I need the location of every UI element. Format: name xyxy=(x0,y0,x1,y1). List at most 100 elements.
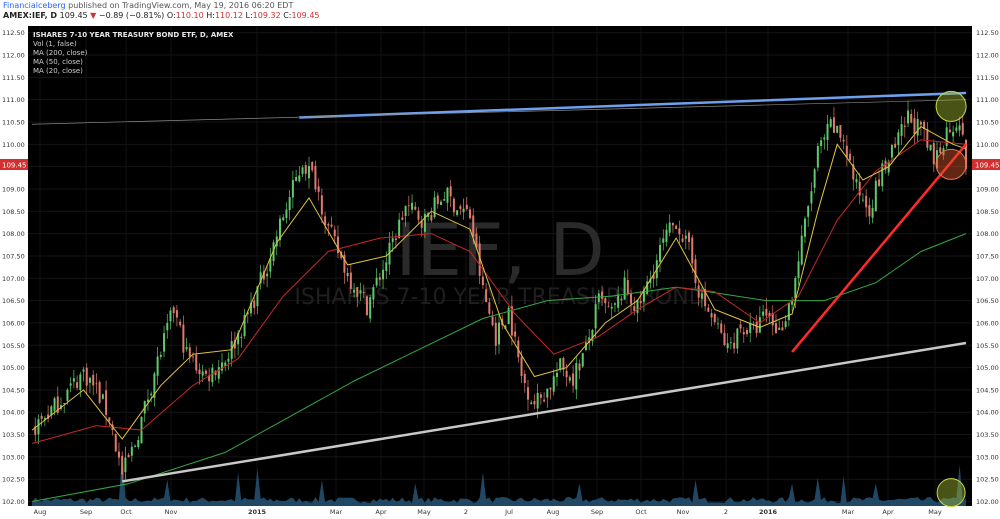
red-rising-trendline[interactable] xyxy=(791,143,967,353)
candle-body xyxy=(452,198,455,213)
candle-body xyxy=(243,314,246,337)
y-tick-label: 103.00 xyxy=(2,453,25,461)
legend-ma50[interactable]: MA (50, close) xyxy=(33,58,83,66)
candle-body xyxy=(952,131,955,137)
candle-body xyxy=(369,297,372,319)
candle-body xyxy=(736,328,739,349)
candle-body xyxy=(948,129,951,133)
y-tick-label: 102.00 xyxy=(2,498,25,506)
candle-body xyxy=(694,259,697,284)
time-axis[interactable]: Aug Sep Oct Nov 2015 Mar Apr May 2 Jul Aug Sep Oct No… xyxy=(34,508,942,516)
highlight-circle[interactable] xyxy=(935,148,967,180)
candle-body xyxy=(675,225,678,229)
candle-body xyxy=(481,276,484,286)
candle-body xyxy=(707,307,710,312)
x-tick-label: Mar xyxy=(330,508,343,516)
candle-body xyxy=(797,261,800,279)
highlight-circle[interactable] xyxy=(936,478,966,508)
resistance-trendline[interactable] xyxy=(299,91,967,119)
candle-body xyxy=(433,197,436,218)
candle-body xyxy=(349,272,352,289)
candle-body xyxy=(662,238,665,243)
candle-body xyxy=(913,118,916,135)
x-tick-label: Nov xyxy=(677,508,690,516)
y-tick-label: 107.50 xyxy=(2,252,25,260)
candle-body xyxy=(301,167,304,174)
candle-body xyxy=(832,117,835,133)
y-tick-label: 111.50 xyxy=(976,74,999,82)
watermark: IEF, D ISHARES 7-10 YEAR TREASURY BOND xyxy=(294,208,705,310)
candle-body xyxy=(172,307,175,314)
candle-body xyxy=(539,394,542,398)
y-tick-label: 106.00 xyxy=(976,319,999,327)
legend-ma20[interactable]: MA (20, close) xyxy=(33,67,83,75)
candle-body xyxy=(221,362,224,371)
candle-body xyxy=(826,123,829,140)
y-tick-label: 105.50 xyxy=(2,342,25,350)
support-trendline[interactable] xyxy=(121,341,967,483)
candle-body xyxy=(765,308,768,316)
y-tick-label: 103.50 xyxy=(976,431,999,439)
candle-body xyxy=(320,195,323,215)
candle-body xyxy=(549,387,552,390)
legend-ma200[interactable]: MA (200, close) xyxy=(33,49,88,57)
ma50-line xyxy=(31,139,967,444)
candle-body xyxy=(700,293,703,299)
y-tick-label: 105.00 xyxy=(2,364,25,372)
candle-body xyxy=(324,216,327,226)
candle-body xyxy=(314,165,317,190)
y-tick-label: 103.50 xyxy=(2,431,25,439)
candle-body xyxy=(272,242,275,262)
x-tick-label: Sep xyxy=(591,508,603,516)
x-tick-label: May xyxy=(417,508,431,516)
candle-body xyxy=(565,370,568,378)
candle-body xyxy=(874,180,877,212)
candle-body xyxy=(684,235,687,239)
candle-body xyxy=(771,312,774,326)
candle-body xyxy=(900,124,903,136)
upper-thin-trendline[interactable] xyxy=(31,99,967,125)
volume-area xyxy=(32,449,966,506)
candle-body xyxy=(388,242,391,265)
candle-body xyxy=(156,356,159,376)
legend-vol[interactable]: Vol (1, false) xyxy=(33,40,77,48)
candle-body xyxy=(166,323,169,331)
candle-body xyxy=(578,363,581,371)
candle-body xyxy=(137,440,140,448)
candle-body xyxy=(652,274,655,280)
highlight-circle[interactable] xyxy=(935,90,967,122)
candle-body xyxy=(575,363,578,390)
candle-body xyxy=(150,393,153,396)
candle-body xyxy=(597,293,600,302)
candle-body xyxy=(288,197,291,211)
candle-body xyxy=(755,322,758,334)
candle-body xyxy=(475,233,478,248)
candle-body xyxy=(726,343,729,349)
price-badge-right xyxy=(972,159,1000,170)
y-tick-label: 112.50 xyxy=(976,29,999,37)
x-tick-label: Aug xyxy=(547,508,560,516)
candle-body xyxy=(114,433,117,452)
author-link[interactable]: Financialceberg xyxy=(3,1,66,10)
candle-body xyxy=(665,229,668,242)
x-tick-label: Oct xyxy=(635,508,647,516)
y-tick-label: 104.00 xyxy=(976,409,999,417)
candle-body xyxy=(398,219,401,239)
candle-body xyxy=(88,377,91,383)
candle-body xyxy=(646,281,649,295)
y-tick-label: 107.50 xyxy=(976,252,999,260)
candle-body xyxy=(514,331,517,337)
candle-body xyxy=(246,312,249,315)
candle-body xyxy=(774,323,777,333)
candle-body xyxy=(124,457,127,473)
candle-body xyxy=(633,306,636,311)
candle-body xyxy=(79,374,82,391)
close-label: C: xyxy=(283,11,292,20)
candle-body xyxy=(642,289,645,302)
price-axis-left[interactable]: 102.00 102.50 103.00 103.50 104.00 104.50 105.… xyxy=(2,29,25,506)
candle-body xyxy=(929,144,932,151)
price-axis-right[interactable]: 102.00 102.50 103.00 103.50 104.00 104.50 105.… xyxy=(976,29,999,506)
candle-body xyxy=(626,280,629,295)
candle-body xyxy=(697,285,700,298)
